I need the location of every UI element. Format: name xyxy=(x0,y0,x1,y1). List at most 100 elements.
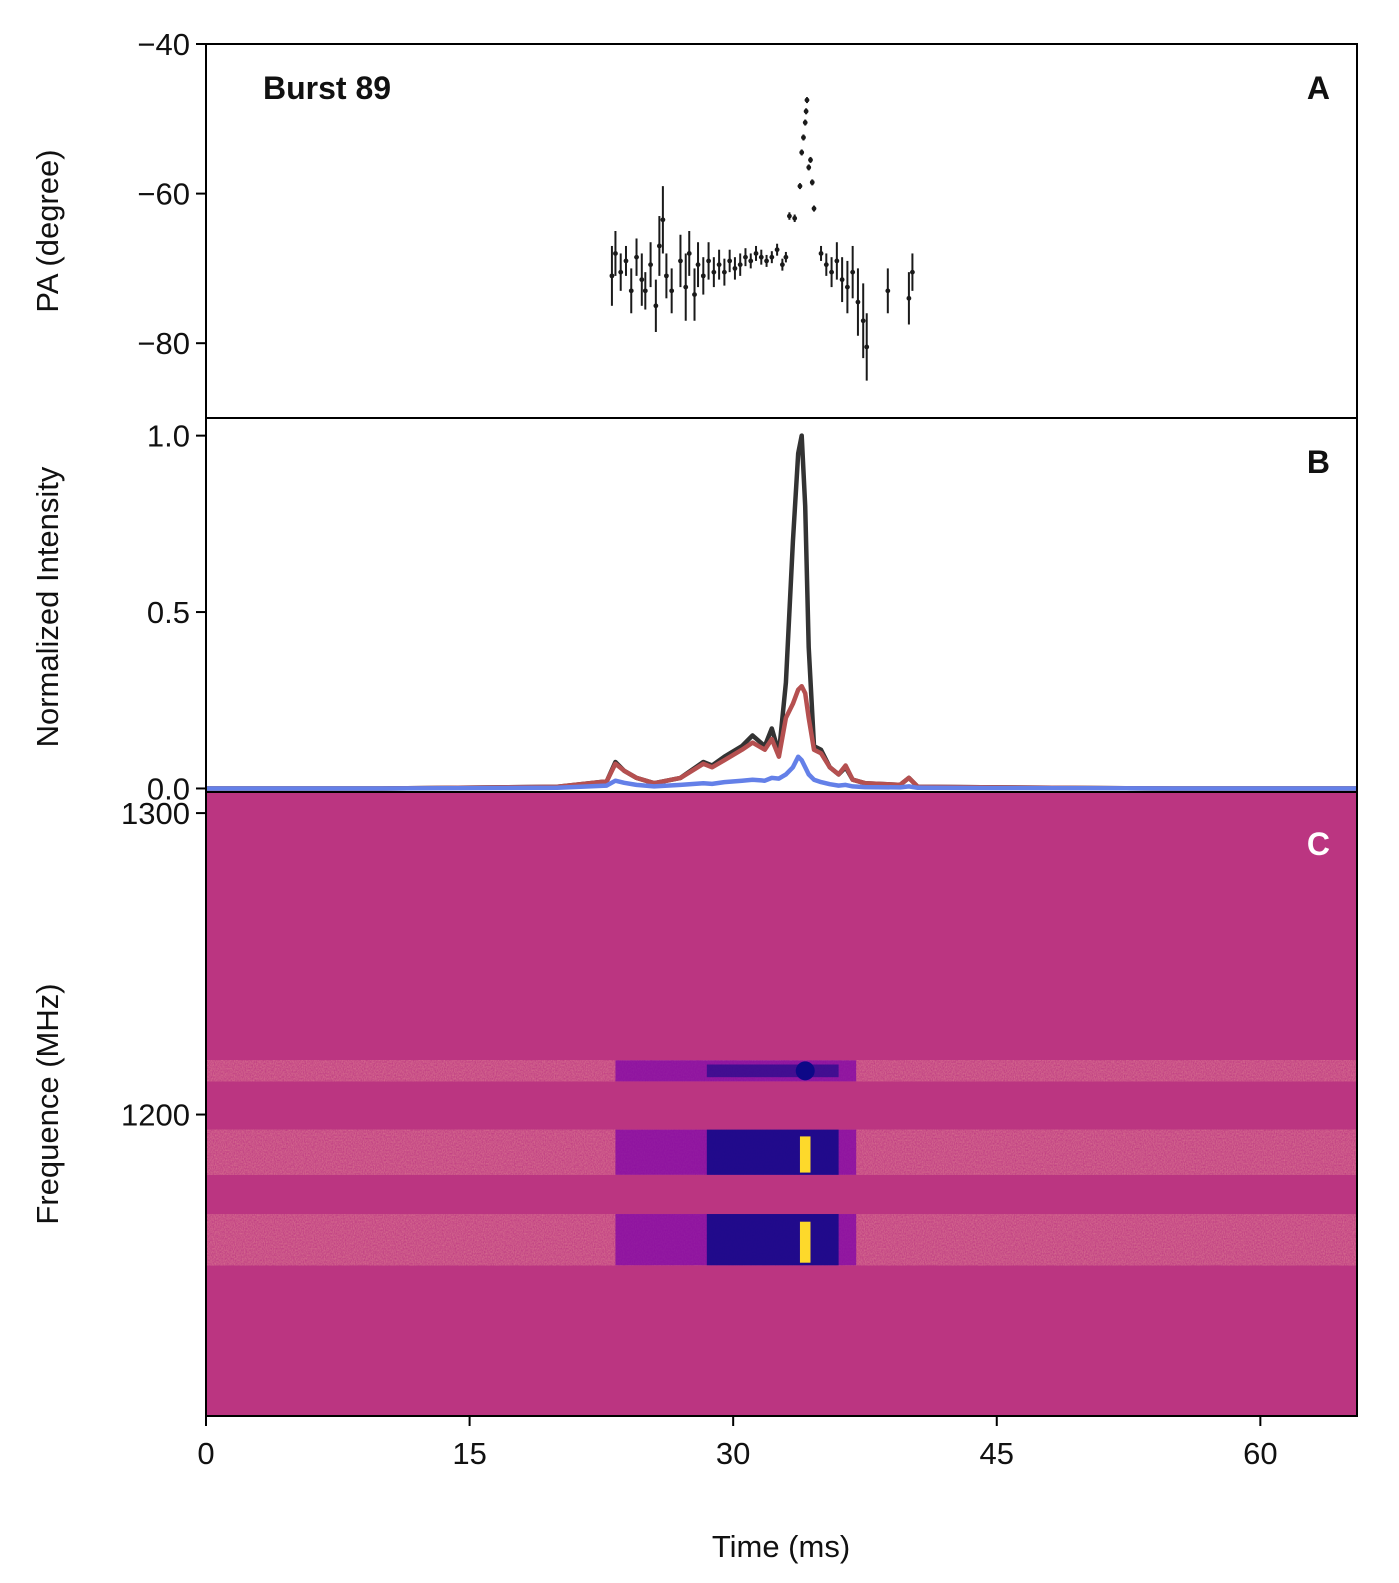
panel-b-y-ticks: 0.0 0.5 1.0 xyxy=(147,419,206,806)
panel-b-intensity: 0.0 0.5 1.0 Normalized Intensity B xyxy=(30,417,1358,806)
pa-scatter-series xyxy=(609,97,915,381)
burst-core-blob xyxy=(795,1061,815,1081)
pa-point xyxy=(806,165,812,170)
circular-polarization-line xyxy=(206,754,1357,791)
panel-b-letter: B xyxy=(1307,444,1330,480)
pa-point xyxy=(850,269,856,275)
pa-point xyxy=(834,258,840,264)
x-tick-label: 45 xyxy=(980,1436,1014,1471)
y-tick-label: −60 xyxy=(137,177,190,212)
panel-a-letter: A xyxy=(1307,70,1330,106)
pa-point xyxy=(721,269,727,275)
pa-point xyxy=(692,292,697,297)
burst-dark-emission xyxy=(706,1064,839,1078)
pa-point xyxy=(656,243,662,249)
x-tick-label: 0 xyxy=(197,1436,214,1471)
pa-point xyxy=(792,215,798,221)
panel-a-y-ticks: −40 −60 −80 xyxy=(137,27,206,361)
panel-c-x-ticks: 0 15 30 45 60 xyxy=(197,1416,1278,1471)
pa-point xyxy=(634,254,639,260)
pa-point xyxy=(753,251,759,256)
pa-point xyxy=(844,284,850,290)
pa-point xyxy=(623,258,629,264)
pa-point xyxy=(660,217,666,223)
pa-point xyxy=(797,183,803,189)
y-tick-label: −80 xyxy=(137,326,190,361)
y-tick-label: 0.0 xyxy=(147,771,190,806)
pa-point xyxy=(808,157,813,163)
x-tick-label: 60 xyxy=(1243,1436,1277,1471)
pa-point xyxy=(811,206,817,211)
pa-point xyxy=(769,254,775,260)
pa-point xyxy=(727,258,733,264)
y-tick-label: 1300 xyxy=(121,796,190,831)
pa-point xyxy=(639,277,645,283)
pa-point xyxy=(683,284,689,290)
pa-point xyxy=(779,262,785,268)
burst-title: Burst 89 xyxy=(263,70,391,106)
panel-c-dynamic-spectrum: 1200 1300 0 15 30 45 60 Frequence (MHz) Time … xyxy=(30,791,1358,1564)
pa-point xyxy=(774,247,780,253)
pa-point xyxy=(823,262,829,268)
pa-point xyxy=(864,344,870,350)
panel-a-y-axis-label: PA (degree) xyxy=(30,149,65,312)
pa-point xyxy=(706,258,711,264)
pa-point xyxy=(885,288,891,294)
pa-point xyxy=(758,254,764,260)
y-tick-label: 0.5 xyxy=(147,595,190,630)
panel-c-x-axis-label: Time (ms) xyxy=(712,1529,850,1564)
pa-point xyxy=(613,251,618,256)
panel-a-pa: −40 −60 −80 PA (degree) Burst 89 A xyxy=(30,27,1358,419)
pa-point xyxy=(686,251,692,256)
dynamic-spectrum-bands xyxy=(206,1060,1357,1266)
pa-point xyxy=(653,303,659,309)
panel-c-y-ticks: 1200 1300 xyxy=(121,796,206,1133)
y-tick-label: 1.0 xyxy=(147,419,190,454)
linear-polarization-line xyxy=(206,683,1357,791)
dynamic-spectrum-background xyxy=(206,792,1357,1416)
pa-point xyxy=(906,295,912,301)
pa-point xyxy=(860,318,866,324)
panel-c-y-axis-label: Frequence (MHz) xyxy=(30,983,65,1224)
intensity-series-group xyxy=(206,433,1357,791)
pa-point xyxy=(737,262,743,268)
pa-point xyxy=(609,273,615,279)
pa-point xyxy=(711,269,717,275)
pa-point xyxy=(818,251,824,256)
pa-point xyxy=(839,277,845,283)
pa-point xyxy=(809,179,815,185)
pa-point xyxy=(783,254,789,260)
pa-point xyxy=(664,273,669,279)
pa-point xyxy=(648,262,653,268)
burst-bright-core xyxy=(799,1221,811,1263)
pa-point xyxy=(695,262,701,268)
pa-point xyxy=(802,120,808,125)
pa-point xyxy=(618,269,624,275)
pa-point xyxy=(804,97,810,103)
burst-bright-core xyxy=(799,1136,811,1173)
pa-point xyxy=(748,258,754,264)
y-tick-label: 1200 xyxy=(121,1098,190,1133)
pa-point xyxy=(803,108,809,114)
burst-dark-emission xyxy=(706,1214,839,1266)
pa-point xyxy=(829,269,834,275)
pa-point xyxy=(716,262,722,268)
pa-point xyxy=(764,258,769,264)
pa-point xyxy=(787,213,792,219)
pa-point xyxy=(855,299,861,305)
pa-point xyxy=(732,266,738,271)
pa-point xyxy=(678,258,683,264)
y-tick-label: −40 xyxy=(137,27,190,62)
pa-point xyxy=(669,288,675,294)
pa-point xyxy=(700,273,706,279)
pa-point xyxy=(628,288,634,294)
panel-c-letter: C xyxy=(1307,826,1330,862)
pa-point xyxy=(801,135,806,140)
pa-point xyxy=(743,254,748,260)
x-tick-label: 15 xyxy=(452,1436,486,1471)
pa-point xyxy=(642,288,648,294)
panel-b-y-axis-label: Normalized Intensity xyxy=(30,466,65,747)
pa-point xyxy=(799,150,805,155)
pa-point xyxy=(910,269,915,275)
